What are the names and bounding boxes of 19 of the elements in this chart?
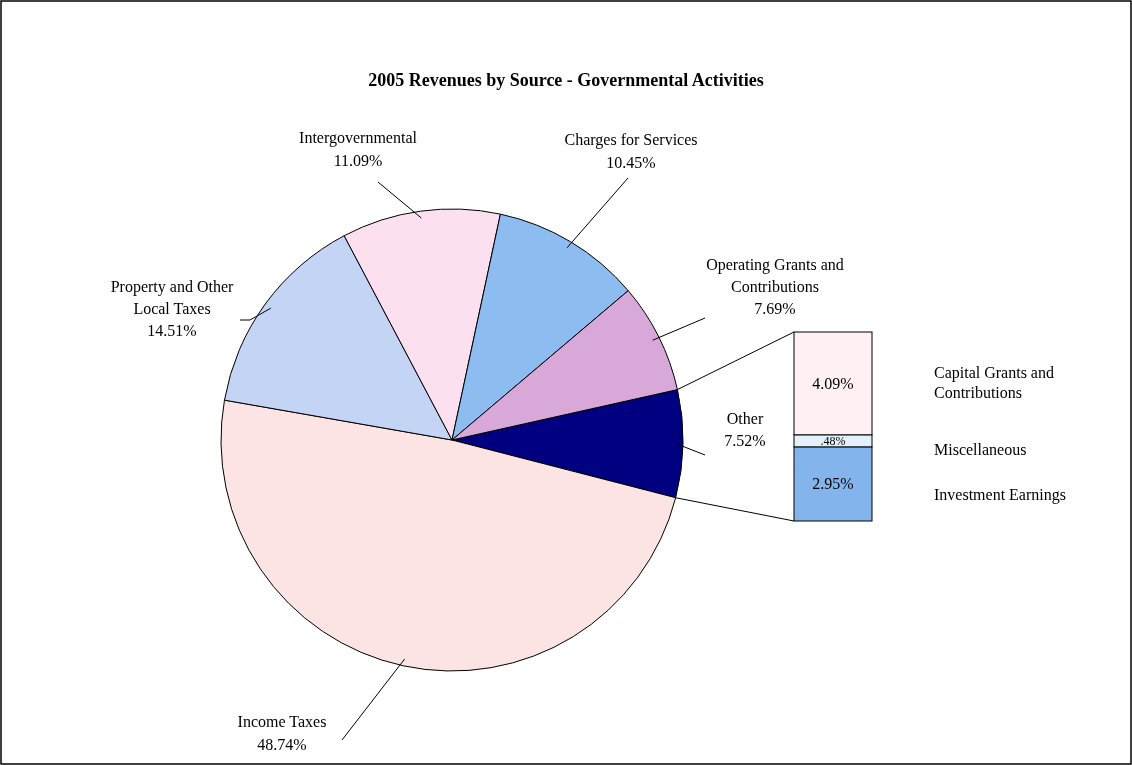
data-label: .48% [820, 433, 846, 448]
data-label: 11.09% [333, 152, 383, 169]
data-label: 14.51% [147, 322, 197, 339]
data-label: 48.74% [257, 736, 307, 753]
slice-label: Operating Grants and Contributions [706, 256, 844, 295]
slice-label: Property and Other Local Taxes [110, 278, 234, 317]
text: Capital Grants and Contributions [934, 364, 1054, 401]
slice-label: Intergovernmental [299, 129, 418, 147]
data-label: 7.52% [724, 432, 766, 449]
data-label: 10.45% [606, 154, 656, 171]
slice-label: Income Taxes [237, 713, 327, 730]
text: Miscellaneous [934, 441, 1027, 458]
data-label: 4.09% [812, 374, 854, 392]
text: Investment Earnings [934, 486, 1066, 504]
data-label: 7.69% [754, 300, 796, 317]
data-label: 2.95% [812, 475, 854, 493]
slice-label: Charges for Services [564, 131, 698, 149]
slice-label: Other [726, 410, 764, 427]
chart-title: 2005 Revenues by Source - Governmental Activities [368, 70, 764, 90]
